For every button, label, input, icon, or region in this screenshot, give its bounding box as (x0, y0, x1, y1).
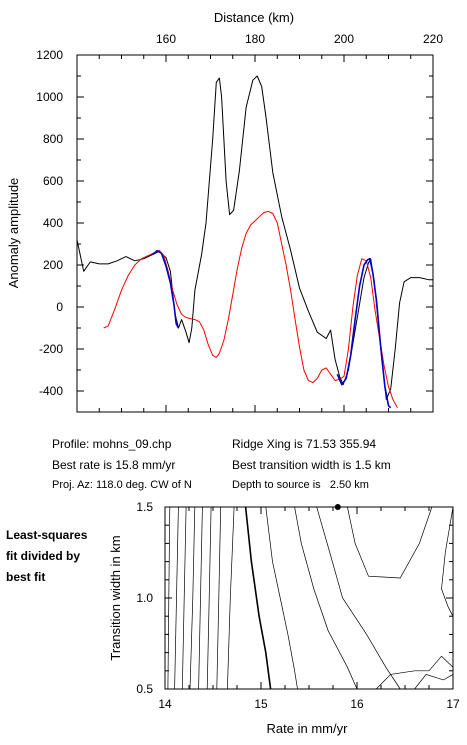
bottom-y-tick-label: 1.5 (136, 500, 153, 514)
side-note-line: best fit (6, 570, 46, 584)
misfit-contour-chart: 14 15 16 17 0.5 1.0 1.5 Rate in mm/yr Transit… (108, 500, 460, 736)
bottom-x-tick-label: 17 (446, 697, 460, 711)
top-y-axis-label: Anomaly amplitude (6, 178, 21, 289)
side-note-line: Least-squares (6, 528, 88, 542)
side-note-line: fit divided by (6, 549, 81, 563)
top-x-tick-label: 160 (156, 32, 176, 46)
contour-line (316, 506, 401, 690)
top-x-tick-label: 200 (334, 32, 354, 46)
top-y-tick-label: 1000 (36, 90, 63, 104)
top-x-axis-label: Distance (km) (214, 10, 294, 25)
best-rate: Best rate is 15.8 mm/yr (52, 458, 176, 472)
top-y-tick-label: -200 (39, 342, 63, 356)
top-y-tick-label: 600 (43, 174, 63, 188)
contour-line (294, 506, 358, 690)
bottom-x-tick-label: 14 (158, 697, 172, 711)
contour-line (198, 506, 203, 690)
series-line (152, 249, 180, 329)
bottom-x-tick-label: 15 (254, 697, 268, 711)
series-line (336, 257, 392, 409)
contour-line (375, 655, 454, 690)
bottom-x-axis-label: Rate in mm/yr (267, 721, 349, 736)
contour-lines (167, 506, 454, 690)
top-plot-frame (76, 54, 434, 413)
bottom-y-axis-label: Transition width in km (108, 535, 123, 660)
top-x-tick-label: 180 (245, 32, 265, 46)
bottom-x-tick-label: 16 (350, 697, 364, 711)
contour-line (441, 506, 454, 617)
projection-azimuth: Proj. Az: 118.0 deg. CW of N (52, 479, 192, 491)
top-x-ticks: 160 180 200 220 (76, 32, 443, 412)
contour-line (206, 506, 212, 690)
series-line (76, 75, 433, 400)
top-y-ticks: -400 -200 0 200 400 600 800 1000 1200 (36, 48, 433, 413)
bottom-y-tick-label: 0.5 (136, 682, 153, 696)
profile-name: Profile: mohns_09.chp (52, 437, 172, 451)
ridge-crossing: Ridge Xing is 71.53 355.94 (232, 437, 377, 451)
contour-line (227, 506, 235, 690)
contour-line (347, 506, 433, 579)
top-y-tick-label: 0 (56, 300, 63, 314)
bottom-plot-frame (164, 506, 454, 690)
top-x-tick-label: 220 (423, 32, 443, 46)
top-y-tick-label: -400 (39, 384, 63, 398)
bottom-y-tick-label: 1.0 (136, 591, 153, 605)
bottom-x-ticks: 14 15 16 17 (158, 507, 460, 711)
contour-line (265, 506, 298, 690)
top-y-tick-label: 400 (43, 216, 63, 230)
side-note: Least-squares fit divided by best fit (6, 525, 87, 588)
top-y-tick-label: 1200 (36, 48, 63, 62)
top-y-tick-label: 200 (43, 258, 63, 272)
top-y-tick-label: 800 (43, 132, 63, 146)
contour-line (216, 506, 222, 690)
series-line (103, 210, 398, 409)
depth-to-source: Depth to source is 2.50 km (232, 479, 369, 491)
contour-line (189, 506, 196, 690)
best-transition-width: Best transition width is 1.5 km (232, 458, 391, 472)
top-series-group (76, 75, 433, 409)
contour-line (181, 506, 187, 690)
anomaly-profile-chart: Distance (km) 160 180 200 220 -400 -200 0 200 4… (6, 10, 443, 413)
contour-line (244, 506, 272, 690)
bottom-y-ticks: 0.5 1.0 1.5 (136, 500, 453, 696)
best-fit-marker (334, 504, 341, 510)
contour-line (174, 506, 179, 690)
contour-line (414, 673, 454, 690)
